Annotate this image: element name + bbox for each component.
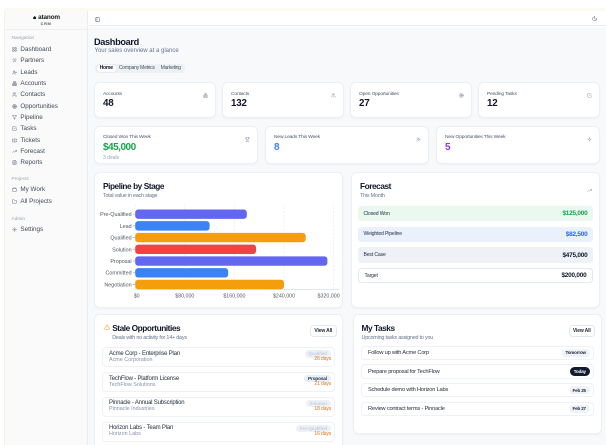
svg-text:Solution: Solution [112,247,131,253]
svg-text:$320,000: $320,000 [318,293,340,299]
svg-text:Lead: Lead [120,223,132,229]
svg-text:Qualified: Qualified [110,235,131,241]
svg-text:$160,000: $160,000 [223,293,245,299]
svg-text:Proposal: Proposal [110,259,131,265]
svg-text:Committed: Committed [106,270,132,276]
svg-text:Negotiation: Negotiation [104,282,131,288]
svg-text:$240,000: $240,000 [273,293,295,299]
svg-text:Pre-Qualified: Pre-Qualified [100,212,131,218]
svg-text:$0: $0 [134,293,140,299]
svg-text:$80,000: $80,000 [175,293,194,299]
